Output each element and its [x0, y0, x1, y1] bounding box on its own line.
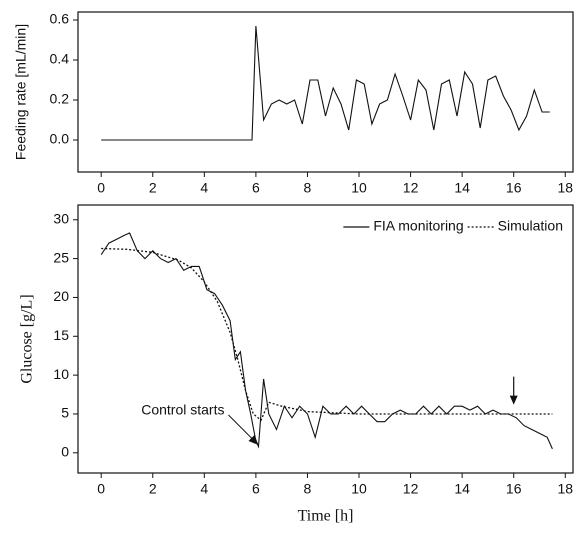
- x-tick-label: 10: [351, 180, 367, 196]
- y-tick-label: 30: [53, 210, 69, 226]
- legend: Simulation FIA monitoring: [343, 218, 563, 234]
- y-tick-label: 0.0: [50, 131, 70, 147]
- y-tick-label: 15: [53, 327, 69, 343]
- x-tick-label: 6: [252, 481, 260, 497]
- x-tick-label: 14: [454, 180, 470, 196]
- x-tick-label: 14: [454, 481, 470, 497]
- x-tick-label: 0: [97, 481, 105, 497]
- x-tick-label: 16: [506, 180, 522, 196]
- y-tick-label: 0.2: [50, 91, 70, 107]
- data-line: [101, 247, 553, 422]
- x-tick-label: 16: [506, 481, 522, 497]
- data-line: [101, 25, 550, 141]
- x-tick-label: 12: [403, 180, 419, 196]
- y-tick-label: 0.6: [50, 11, 70, 27]
- x-tick-label: 4: [200, 481, 208, 497]
- x-tick-label: 2: [149, 180, 157, 196]
- x-tick-label: 4: [200, 180, 208, 196]
- y-tick-label: 10: [53, 366, 69, 382]
- x-tick-label: 18: [557, 481, 573, 497]
- x-tick-label: 18: [557, 180, 573, 196]
- y-tick-label: 20: [53, 288, 69, 304]
- y-tick-label: 5: [61, 405, 69, 421]
- plot-frame: [77, 204, 574, 474]
- legend-label: FIA monitoring: [373, 218, 463, 234]
- x-tick-label: 0: [97, 180, 105, 196]
- y-tick-label: 0.4: [50, 51, 70, 67]
- data-line: [100, 232, 553, 450]
- arrow-head: [248, 435, 259, 446]
- y-tick-label: 25: [53, 249, 69, 265]
- y-axis-label: Feeding rate [mL/min]: [13, 24, 29, 160]
- y-axis-label: Glucose [g/L]: [19, 294, 36, 383]
- plot-frame: [77, 11, 574, 173]
- x-tick-label: 8: [304, 481, 312, 497]
- legend-label: Simulation: [498, 218, 563, 234]
- x-tick-label: 8: [304, 180, 312, 196]
- x-tick-label: 10: [351, 481, 367, 497]
- annotation: Control starts: [141, 402, 224, 418]
- arrow-head: [509, 395, 518, 405]
- x-axis-label: Time [h]: [298, 508, 354, 525]
- x-tick-label: 6: [252, 180, 260, 196]
- x-tick-label: 12: [403, 481, 419, 497]
- y-tick-label: 0: [61, 444, 69, 460]
- x-tick-label: 2: [149, 481, 157, 497]
